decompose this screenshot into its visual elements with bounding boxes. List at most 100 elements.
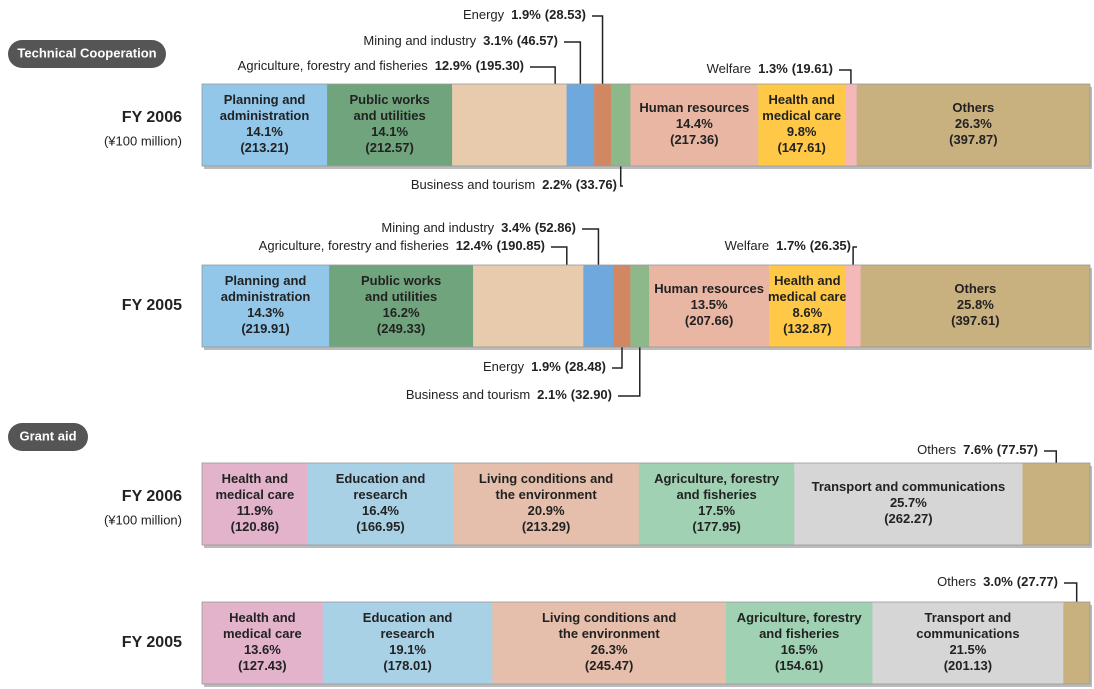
bar-segment [594,84,611,166]
segment-amount: (178.01) [383,658,431,673]
bar-outline [201,601,1091,685]
bar-segment [794,463,1023,545]
bar-segment [202,84,328,166]
segment-amount: (217.36) [670,132,718,147]
segment-percent: 25.7% [890,495,927,510]
segment-percent: 9.8% [787,124,817,139]
bar-segment [1022,463,1090,545]
segment-amount: (397.87) [949,132,997,147]
callout-name: Agriculture, forestry and fisheries [259,238,450,253]
segment-percent: 19.1% [389,642,426,657]
segment-name: Public works [350,92,430,107]
bar-label: FY 2006 [122,109,182,126]
callout-label: Business and tourism 2.1% (32.90) [406,387,612,402]
callout-amount: (52.86) [535,220,576,235]
segment-percent: 16.5% [781,642,818,657]
segment-amount: (154.61) [775,658,823,673]
callout-name: Others [917,442,957,457]
segment-name: medical care [215,487,294,502]
bar-segment [872,602,1064,684]
segment-percent: 26.3% [955,116,992,131]
segment-amount: (249.33) [377,321,425,336]
callout-percent: 1.9% [511,7,541,22]
callout-percent: 2.1% [537,387,567,402]
segment-percent: 26.3% [591,642,628,657]
bar-segment [202,265,330,347]
segment-percent: 11.9% [237,503,274,518]
callout-amount: (27.77) [1017,574,1058,589]
segment-percent: 8.6% [793,305,823,320]
callout-percent: 3.1% [483,33,513,48]
callout-amount: (195.30) [476,58,524,73]
segment-label: Planning and administration 14.1% (213.21) [220,92,310,155]
bar-segment [473,265,584,347]
callout-label: Others 3.0% (27.77) [937,574,1058,589]
bar-segment [860,265,1090,347]
callout-percent: 12.9% [435,58,472,73]
segment-name: Health and [229,610,296,625]
bar-segment [566,84,595,166]
segment-label: Transport and communications 25.7% (262.27… [812,479,1006,526]
group-badge [8,423,88,451]
segment-label: Health and medical care 11.9% (120.86) [215,471,294,534]
bar-segment [845,84,857,166]
leader-line [530,66,556,84]
segment-label: Education and research 16.4% (166.95) [336,471,426,534]
segment-label: Public works and utilities 14.1% (212.57) [350,92,430,155]
segment-percent: 14.1% [246,124,283,139]
callout-name: Mining and industry [363,33,476,48]
bar-unit: (¥100 million) [104,133,182,148]
segment-name: Agriculture, forestry [654,471,780,486]
segment-amount: (219.91) [241,321,289,336]
bar-segment [610,84,631,166]
segment-name: research [353,487,407,502]
segment-percent: 16.2% [383,305,420,320]
callout-name: Business and tourism [411,177,535,192]
bar-label: FY 2005 [122,297,182,314]
leader-line [839,69,852,84]
callout-amount: (26.35) [810,238,851,253]
segment-label: Agriculture, forestry and fisheries 17.5%(… [654,471,780,534]
callout-name: Others [937,574,977,589]
segment-percent: 17.5% [698,503,735,518]
bar-segment [845,265,861,347]
callout-label: Energy 1.9% (28.48) [483,359,606,374]
callout-amount: (46.57) [517,33,558,48]
callout-label: Energy 1.9% (28.53) [463,7,586,22]
callout-amount: (28.53) [545,7,586,22]
callout-name: Welfare [725,238,770,253]
callout-amount: (28.48) [565,359,606,374]
segment-percent: 14.1% [371,124,408,139]
bar-segment [769,265,846,347]
segment-name: medical care [762,108,841,123]
bar-segment [322,602,493,684]
callout-amount: (33.76) [576,177,617,192]
leader-line [551,246,568,265]
segment-label: Health and medical care 8.6% (132.87) [768,273,847,336]
callout-percent: 3.0% [983,574,1013,589]
segment-name: the environment [496,487,598,502]
segment-label: Health and medical care 13.6% (127.43) [223,610,302,673]
segment-amount: (213.21) [240,140,288,155]
segment-label: Living conditions and the environment 20.9… [479,471,613,534]
callout-name: Energy [463,7,505,22]
segment-percent: 20.9% [528,503,565,518]
bar-segment [758,84,846,166]
segment-name: Health and [222,471,289,486]
segment-name: Education and [363,610,453,625]
callout-label: Mining and industry 3.4% (52.86) [381,220,576,235]
callout-percent: 7.6% [963,442,993,457]
segment-label: Others 26.3% (397.87) [949,100,997,147]
bar-segment [453,463,639,545]
bar-outline [201,462,1091,546]
segment-amount: (147.61) [777,140,825,155]
bar-segment [492,602,726,684]
callout-amount: (32.90) [571,387,612,402]
callout-percent: 1.3% [758,61,788,76]
callout-label: Welfare 1.3% (19.61) [707,61,833,76]
group-label: Technical Cooperation [17,45,156,60]
segment-label: Health and medical care 9.8% (147.61) [762,92,841,155]
segment-name: administration [221,289,311,304]
bar-segment [327,84,453,166]
